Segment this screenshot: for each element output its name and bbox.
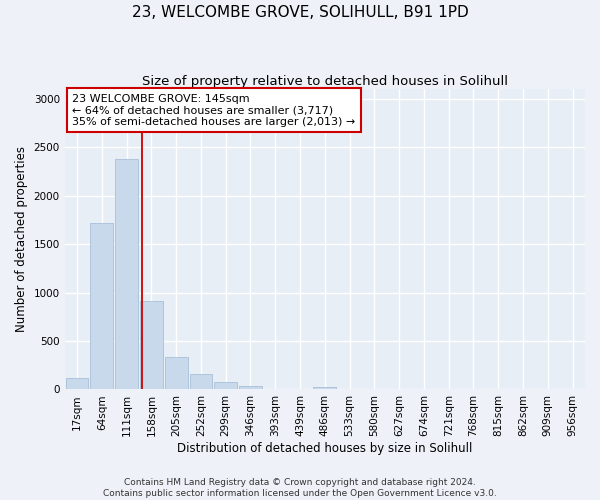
Bar: [91, 223, 113, 390]
Bar: [140, 302, 163, 390]
Bar: [115, 159, 138, 390]
Bar: [214, 382, 237, 390]
Bar: [190, 374, 212, 390]
Text: Contains HM Land Registry data © Crown copyright and database right 2024.
Contai: Contains HM Land Registry data © Crown c…: [103, 478, 497, 498]
X-axis label: Distribution of detached houses by size in Solihull: Distribution of detached houses by size …: [177, 442, 473, 455]
Bar: [313, 386, 336, 390]
Bar: [239, 386, 262, 390]
Title: Size of property relative to detached houses in Solihull: Size of property relative to detached ho…: [142, 75, 508, 88]
Bar: [65, 378, 88, 390]
Text: 23, WELCOMBE GROVE, SOLIHULL, B91 1PD: 23, WELCOMBE GROVE, SOLIHULL, B91 1PD: [131, 5, 469, 20]
Y-axis label: Number of detached properties: Number of detached properties: [15, 146, 28, 332]
Text: 23 WELCOMBE GROVE: 145sqm
← 64% of detached houses are smaller (3,717)
35% of se: 23 WELCOMBE GROVE: 145sqm ← 64% of detac…: [73, 94, 356, 127]
Bar: [165, 356, 188, 390]
